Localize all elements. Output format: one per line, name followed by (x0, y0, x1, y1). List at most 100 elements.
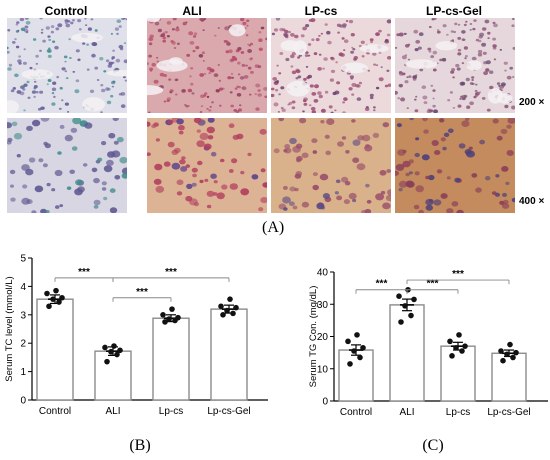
bar (440, 345, 476, 402)
panel-label-a: (A) (262, 219, 285, 236)
x-tick-label: Control (340, 407, 372, 418)
bar (210, 308, 248, 401)
bar (152, 317, 190, 401)
y-tick-label: 40 (317, 268, 329, 279)
data-point (218, 303, 224, 310)
data-point (513, 349, 519, 356)
x-tick-label: Lp-cs (159, 406, 183, 417)
column-header-lp-cs-gel: LP-cs-Gel (425, 4, 482, 18)
magnification-200: 200 × (519, 97, 545, 108)
y-axis-label: Serum TG Con. (mg/dL) (308, 286, 319, 388)
bar (36, 298, 74, 401)
y-tick-label: 4 (20, 282, 26, 293)
significance-label: *** (427, 279, 439, 290)
data-point (456, 332, 462, 338)
data-point (59, 294, 65, 301)
micrograph-tile (395, 118, 515, 213)
data-point (162, 319, 168, 325)
significance-bracket (406, 289, 459, 294)
data-point (351, 348, 357, 354)
significance-label: *** (165, 267, 177, 278)
chart-b-svg: 0 1 2 3 4 5 Serum TC level (mmol/L) Control ALI L… (4, 254, 268, 454)
significance-label: *** (452, 269, 464, 280)
data-point (53, 287, 59, 294)
column-header-ali: ALI (182, 4, 202, 18)
data-point (459, 348, 465, 354)
micrograph-tile (147, 18, 267, 113)
y-tick-label: 30 (317, 300, 329, 311)
y-tick-label: 0 (322, 397, 328, 408)
data-point (500, 357, 506, 364)
data-point (111, 343, 117, 349)
data-point (220, 312, 226, 318)
magnification-400: 400 × (519, 196, 545, 207)
data-point (411, 296, 417, 303)
micrograph-tile (7, 18, 127, 113)
histology-panel: Control ALI LP-cs LP-cs-Gel 200 × 400 × … (7, 4, 545, 236)
y-axis-label: Serum TC level (mmol/L) (4, 276, 15, 381)
bar (389, 304, 425, 402)
data-point (357, 354, 363, 361)
data-point (402, 303, 408, 309)
data-point (224, 307, 230, 314)
bar (94, 350, 132, 401)
significance-bracket (406, 279, 510, 285)
data-point (345, 338, 351, 345)
data-point (449, 353, 455, 359)
x-tick-label: ALI (105, 406, 120, 417)
x-tick-label: Lp-cs-Gel (207, 406, 250, 417)
panel-label: (C) (422, 437, 443, 454)
panel-label: (B) (129, 437, 150, 454)
data-point (398, 319, 404, 325)
micrograph-tile (271, 18, 391, 113)
y-tick-label: 0 (20, 396, 26, 407)
y-tick-label: 2 (20, 339, 26, 350)
data-point (354, 332, 360, 338)
x-tick-label: ALI (399, 407, 414, 418)
micrograph-tile (395, 18, 515, 113)
data-point (166, 316, 172, 322)
data-point (396, 293, 402, 299)
chart-c-svg: 0 10 20 30 40 Serum TG Con. (mg/dL) Control ALI… (308, 268, 548, 454)
x-tick-label: Control (39, 406, 71, 417)
data-point (360, 344, 366, 351)
significance-label: *** (376, 279, 388, 290)
data-point (46, 303, 52, 310)
data-point (347, 361, 353, 367)
micrograph-tile (271, 118, 391, 213)
data-point (102, 344, 108, 351)
y-tick-label: 1 (20, 367, 26, 378)
chart-b: 0 1 2 3 4 5 Serum TC level (mmol/L) Control ALI L… (0, 246, 270, 460)
x-tick-label: Lp-cs (446, 407, 470, 418)
data-point (114, 351, 120, 358)
data-point (510, 354, 516, 361)
data-point (160, 312, 166, 318)
data-point (453, 344, 459, 351)
data-point (108, 348, 114, 355)
data-point (507, 341, 513, 348)
significance-bracket (112, 277, 230, 282)
data-point (408, 312, 414, 319)
x-tick-label: Lp-cs-Gel (487, 407, 530, 418)
y-tick-label: 3 (20, 310, 26, 321)
significance-label: *** (78, 267, 90, 278)
y-tick-label: 5 (20, 254, 26, 265)
significance-bracket (112, 297, 172, 302)
micrograph-tile (7, 118, 127, 213)
bar (338, 349, 374, 402)
data-point (169, 306, 175, 312)
data-point (44, 290, 50, 297)
chart-c: 0 10 20 30 40 Serum TG Con. (mg/dL) Control ALI… (278, 246, 550, 460)
significance-label: *** (136, 287, 148, 298)
data-point (227, 296, 233, 302)
data-point (230, 310, 236, 317)
column-header-lp-cs: LP-cs (304, 4, 338, 18)
data-point (117, 347, 123, 354)
data-point (175, 314, 181, 321)
column-header-control: Control (44, 4, 88, 18)
data-point (50, 296, 56, 302)
data-point (504, 351, 510, 358)
y-tick-label: 20 (317, 332, 329, 343)
data-point (447, 338, 453, 345)
data-point (104, 358, 110, 365)
